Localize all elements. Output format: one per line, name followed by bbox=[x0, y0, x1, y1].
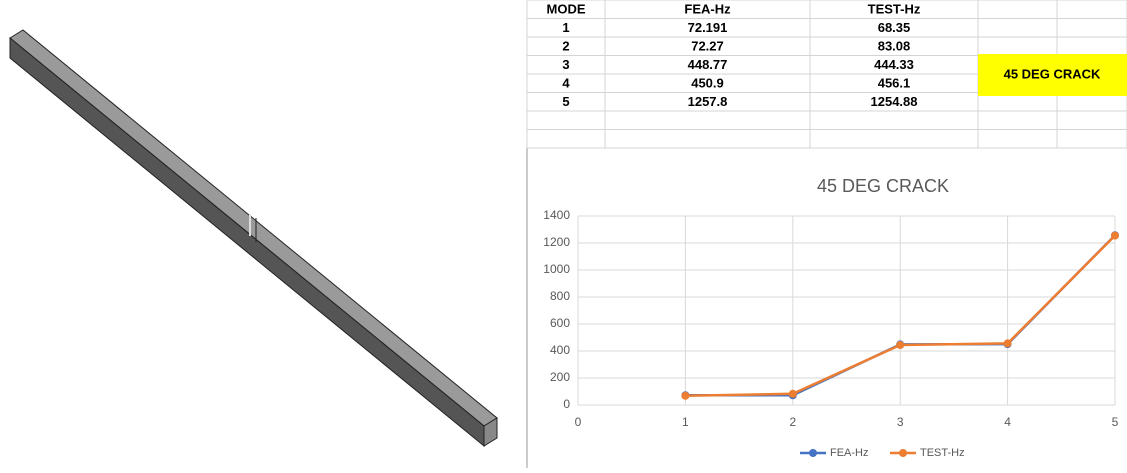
point bbox=[1004, 339, 1012, 347]
legend-label: TEST-Hz bbox=[920, 447, 965, 459]
table-header: TEST-Hz bbox=[868, 2, 921, 17]
table-cell: 450.9 bbox=[691, 76, 724, 91]
y-tick-label: 0 bbox=[563, 397, 570, 411]
x-tick-label: 4 bbox=[1004, 415, 1011, 429]
legend-marker bbox=[809, 449, 817, 457]
table-cell: 83.08 bbox=[878, 39, 911, 54]
y-tick-label: 600 bbox=[550, 316, 570, 330]
x-tick-label: 0 bbox=[575, 415, 582, 429]
table-cell: 5 bbox=[562, 94, 569, 109]
table-cell: 1257.8 bbox=[688, 94, 728, 109]
table-cell: 2 bbox=[562, 39, 569, 54]
page: MODE FEA-Hz TEST-Hz 1 72.191 68.35 2 72.27 83.08… bbox=[0, 0, 1127, 468]
point bbox=[789, 390, 797, 398]
table-header: MODE bbox=[547, 2, 586, 17]
y-tick-label: 1000 bbox=[543, 262, 570, 276]
beam-image bbox=[10, 30, 497, 446]
table-cell: 68.35 bbox=[878, 20, 911, 35]
table-cell: 1254.88 bbox=[871, 94, 918, 109]
legend-marker bbox=[899, 449, 907, 457]
point bbox=[1111, 232, 1119, 240]
beam-top bbox=[10, 30, 497, 426]
beam-side bbox=[10, 38, 484, 446]
chart-title: 45 DEG CRACK bbox=[817, 176, 949, 196]
legend-label: FEA-Hz bbox=[830, 447, 869, 459]
table-cell: 3 bbox=[562, 57, 569, 72]
y-tick-label: 1200 bbox=[543, 235, 570, 249]
point bbox=[681, 392, 689, 400]
note: 45 DEG CRACK bbox=[1004, 66, 1101, 81]
point bbox=[896, 341, 904, 349]
x-tick-label: 5 bbox=[1112, 415, 1119, 429]
y-tick-label: 800 bbox=[550, 289, 570, 303]
x-tick-label: 1 bbox=[682, 415, 689, 429]
table-cell: 72.27 bbox=[691, 39, 724, 54]
table-cell: 72.191 bbox=[688, 20, 728, 35]
table-cell: 1 bbox=[562, 20, 569, 35]
table-header: FEA-Hz bbox=[684, 2, 731, 17]
x-tick-label: 3 bbox=[897, 415, 904, 429]
table-cell: 4 bbox=[562, 76, 570, 91]
table-cell: 448.77 bbox=[688, 57, 728, 72]
y-tick-label: 400 bbox=[550, 343, 570, 357]
screen: MODE FEA-Hz TEST-Hz 1 72.191 68.35 2 72.27 83.08… bbox=[0, 0, 1127, 468]
table-cell: 444.33 bbox=[874, 57, 914, 72]
x-tick-label: 2 bbox=[789, 415, 796, 429]
table-cell: 456.1 bbox=[878, 76, 911, 91]
y-tick-label: 200 bbox=[550, 370, 570, 384]
y-tick-label: 1400 bbox=[543, 208, 570, 222]
